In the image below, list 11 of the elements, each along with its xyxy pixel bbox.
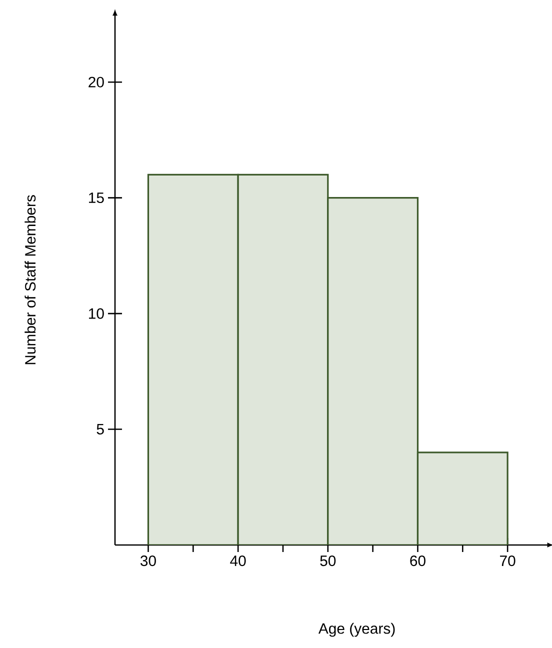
x-tick-label: 70 [500,556,516,566]
x-tick-label: 30 [140,556,156,566]
y-tick-label: 20 [88,76,104,88]
y-tick-label: 15 [89,192,104,204]
x-axis-title: Age (years) [318,622,395,637]
y-axis-title: Number of Staff Members [24,195,36,364]
x-tick-label: 60 [410,556,426,566]
y-tick-label: 5 [96,424,104,434]
y-tick-label: 10 [89,308,104,319]
x-tick-label: 40 [230,556,246,566]
x-tick-label: 50 [320,556,336,566]
